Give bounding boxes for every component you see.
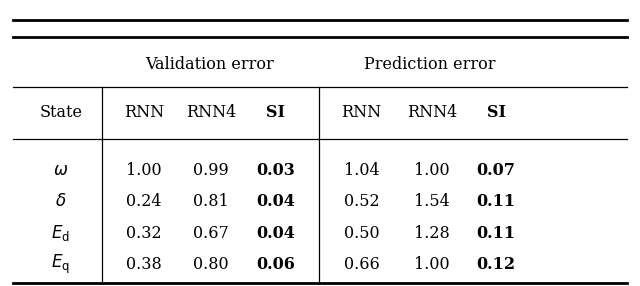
Text: 0.04: 0.04 (256, 225, 294, 242)
Text: 0.38: 0.38 (126, 256, 162, 273)
Text: 1.04: 1.04 (344, 162, 380, 179)
Text: 1.54: 1.54 (414, 193, 450, 210)
Text: 0.66: 0.66 (344, 256, 380, 273)
Text: 0.50: 0.50 (344, 225, 380, 242)
Text: RNN4: RNN4 (186, 104, 236, 122)
Text: 0.03: 0.03 (256, 162, 294, 179)
Text: RNN: RNN (342, 104, 381, 122)
Text: 1.00: 1.00 (414, 256, 450, 273)
Text: 1.00: 1.00 (126, 162, 162, 179)
Text: 0.11: 0.11 (476, 193, 516, 210)
Text: 0.67: 0.67 (193, 225, 229, 242)
Text: 1.28: 1.28 (414, 225, 450, 242)
Text: 0.24: 0.24 (126, 193, 162, 210)
Text: 0.81: 0.81 (193, 193, 229, 210)
Text: RNN: RNN (124, 104, 164, 122)
Text: 0.99: 0.99 (193, 162, 229, 179)
Text: SI: SI (486, 104, 506, 122)
Text: 0.11: 0.11 (476, 225, 516, 242)
Text: 0.32: 0.32 (126, 225, 162, 242)
Text: $E_{\mathrm{d}}$: $E_{\mathrm{d}}$ (51, 223, 70, 243)
Text: 0.12: 0.12 (476, 256, 516, 273)
Text: 0.04: 0.04 (256, 193, 294, 210)
Text: State: State (39, 104, 83, 122)
Text: RNN4: RNN4 (407, 104, 457, 122)
Text: SI: SI (266, 104, 285, 122)
Text: 0.06: 0.06 (256, 256, 294, 273)
Text: $\omega$: $\omega$ (53, 162, 68, 179)
Text: 0.80: 0.80 (193, 256, 229, 273)
Text: $\delta$: $\delta$ (55, 193, 67, 210)
Text: $E_{\mathrm{q}}$: $E_{\mathrm{q}}$ (51, 253, 70, 276)
Text: 1.00: 1.00 (414, 162, 450, 179)
Text: 0.07: 0.07 (477, 162, 515, 179)
Text: Prediction error: Prediction error (364, 56, 496, 73)
Text: Validation error: Validation error (145, 56, 275, 73)
Text: 0.52: 0.52 (344, 193, 380, 210)
